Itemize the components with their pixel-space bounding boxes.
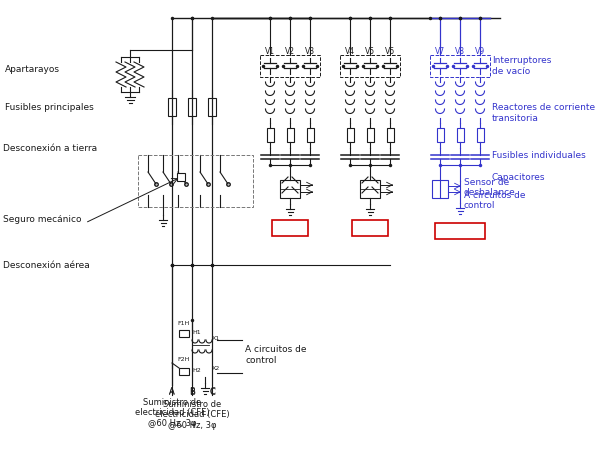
Text: Suministro de
electricidad (CFE)
@60 Hz, 3φ: Suministro de electricidad (CFE) @60 Hz,…: [135, 398, 209, 428]
Bar: [208, 98, 216, 116]
Text: V3: V3: [305, 47, 315, 56]
Bar: [179, 368, 189, 375]
Bar: [280, 180, 300, 198]
Bar: [432, 180, 448, 198]
Text: V2: V2: [285, 47, 295, 56]
Text: F1H: F1H: [177, 321, 189, 326]
Text: H1: H1: [192, 330, 201, 335]
Text: V4: V4: [345, 47, 355, 56]
Text: A circuitos de
control: A circuitos de control: [245, 345, 306, 365]
Text: Fusibles principales: Fusibles principales: [5, 102, 94, 112]
Text: X1: X1: [212, 336, 220, 341]
Text: Desconexión aérea: Desconexión aérea: [3, 261, 90, 269]
Text: A: A: [169, 387, 175, 396]
Bar: [367, 128, 373, 142]
Bar: [168, 98, 176, 116]
Bar: [138, 155, 253, 207]
Bar: [188, 98, 196, 116]
Bar: [387, 128, 393, 142]
Text: F2H: F2H: [177, 357, 189, 362]
Bar: [477, 128, 483, 142]
Text: Apartarayos: Apartarayos: [5, 66, 60, 74]
Text: Interruptores
de vacío: Interruptores de vacío: [492, 56, 551, 76]
Text: V7: V7: [435, 47, 445, 56]
Text: A circuitos de
control: A circuitos de control: [464, 191, 525, 210]
Text: B: B: [189, 387, 195, 396]
Text: Seguro mecánico: Seguro mecánico: [3, 215, 81, 224]
Bar: [352, 220, 388, 236]
Text: V1: V1: [265, 47, 275, 56]
Text: X2: X2: [212, 365, 220, 370]
Bar: [179, 330, 189, 337]
Text: B: B: [189, 388, 195, 397]
Text: C: C: [209, 388, 215, 397]
Bar: [306, 128, 314, 142]
Bar: [457, 128, 463, 142]
Text: Desconexión a tierra: Desconexión a tierra: [3, 144, 97, 153]
Bar: [360, 180, 380, 198]
Bar: [266, 128, 274, 142]
Bar: [340, 55, 400, 77]
Bar: [435, 223, 485, 239]
Text: V6: V6: [385, 47, 395, 56]
Text: V9: V9: [475, 47, 485, 56]
Text: H2: H2: [192, 368, 201, 373]
Text: V8: V8: [455, 47, 465, 56]
Text: A: A: [169, 388, 175, 397]
Bar: [437, 128, 443, 142]
Text: C: C: [209, 387, 215, 396]
Text: Fusibles individuales: Fusibles individuales: [492, 151, 586, 159]
Text: Sensor de
desbalance: Sensor de desbalance: [464, 178, 516, 197]
Bar: [347, 128, 353, 142]
Bar: [272, 220, 308, 236]
Bar: [177, 173, 185, 181]
Bar: [430, 55, 490, 77]
Text: Reactores de corriente
transitoria: Reactores de corriente transitoria: [492, 103, 595, 123]
Text: Capacitores: Capacitores: [492, 173, 545, 181]
Text: Suministro de
electricidad (CFE)
@60 Hz, 3φ: Suministro de electricidad (CFE) @60 Hz,…: [154, 400, 229, 430]
Bar: [286, 128, 294, 142]
Text: V5: V5: [365, 47, 375, 56]
Bar: [260, 55, 320, 77]
